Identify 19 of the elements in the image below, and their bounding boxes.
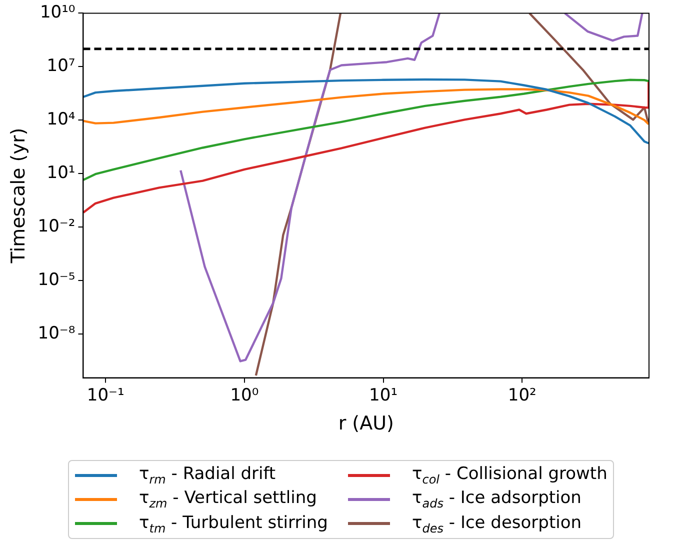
y-tick-label: 10⁻⁸ (38, 323, 76, 344)
x-tick-label: 10² (508, 385, 536, 406)
x-tick-label: 10⁰ (230, 385, 259, 406)
legend-label: τ$_{rm}$ - Radial drift (139, 464, 276, 486)
y-tick-label: 10¹ (46, 162, 76, 183)
y-tick-label: 10⁴ (46, 110, 76, 130)
x-tick-label: 10¹ (369, 385, 398, 406)
y-tick-label: 10⁻⁵ (38, 270, 76, 290)
y-tick-label: 10⁷ (46, 56, 76, 76)
legend-label: τ$_{tm}$ - Turbulent stirring (139, 512, 328, 536)
y-tick-label: 10¹⁰ (40, 2, 76, 23)
legend-label: τ$_{zm}$ - Vertical settling (139, 488, 317, 511)
legend-label: τ$_{des}$ - Ice desorption (412, 512, 582, 536)
y-axis-title: Timescale (yr) (7, 128, 30, 264)
legend-label: τ$_{ads}$ - Ice adsorption (412, 488, 582, 511)
x-tick-label: 10⁻¹ (86, 385, 124, 406)
legend-label: τ$_{col}$ - Collisional growth (412, 464, 608, 486)
x-axis-title: r (AU) (338, 412, 394, 435)
y-tick-label: 10⁻² (38, 216, 76, 236)
